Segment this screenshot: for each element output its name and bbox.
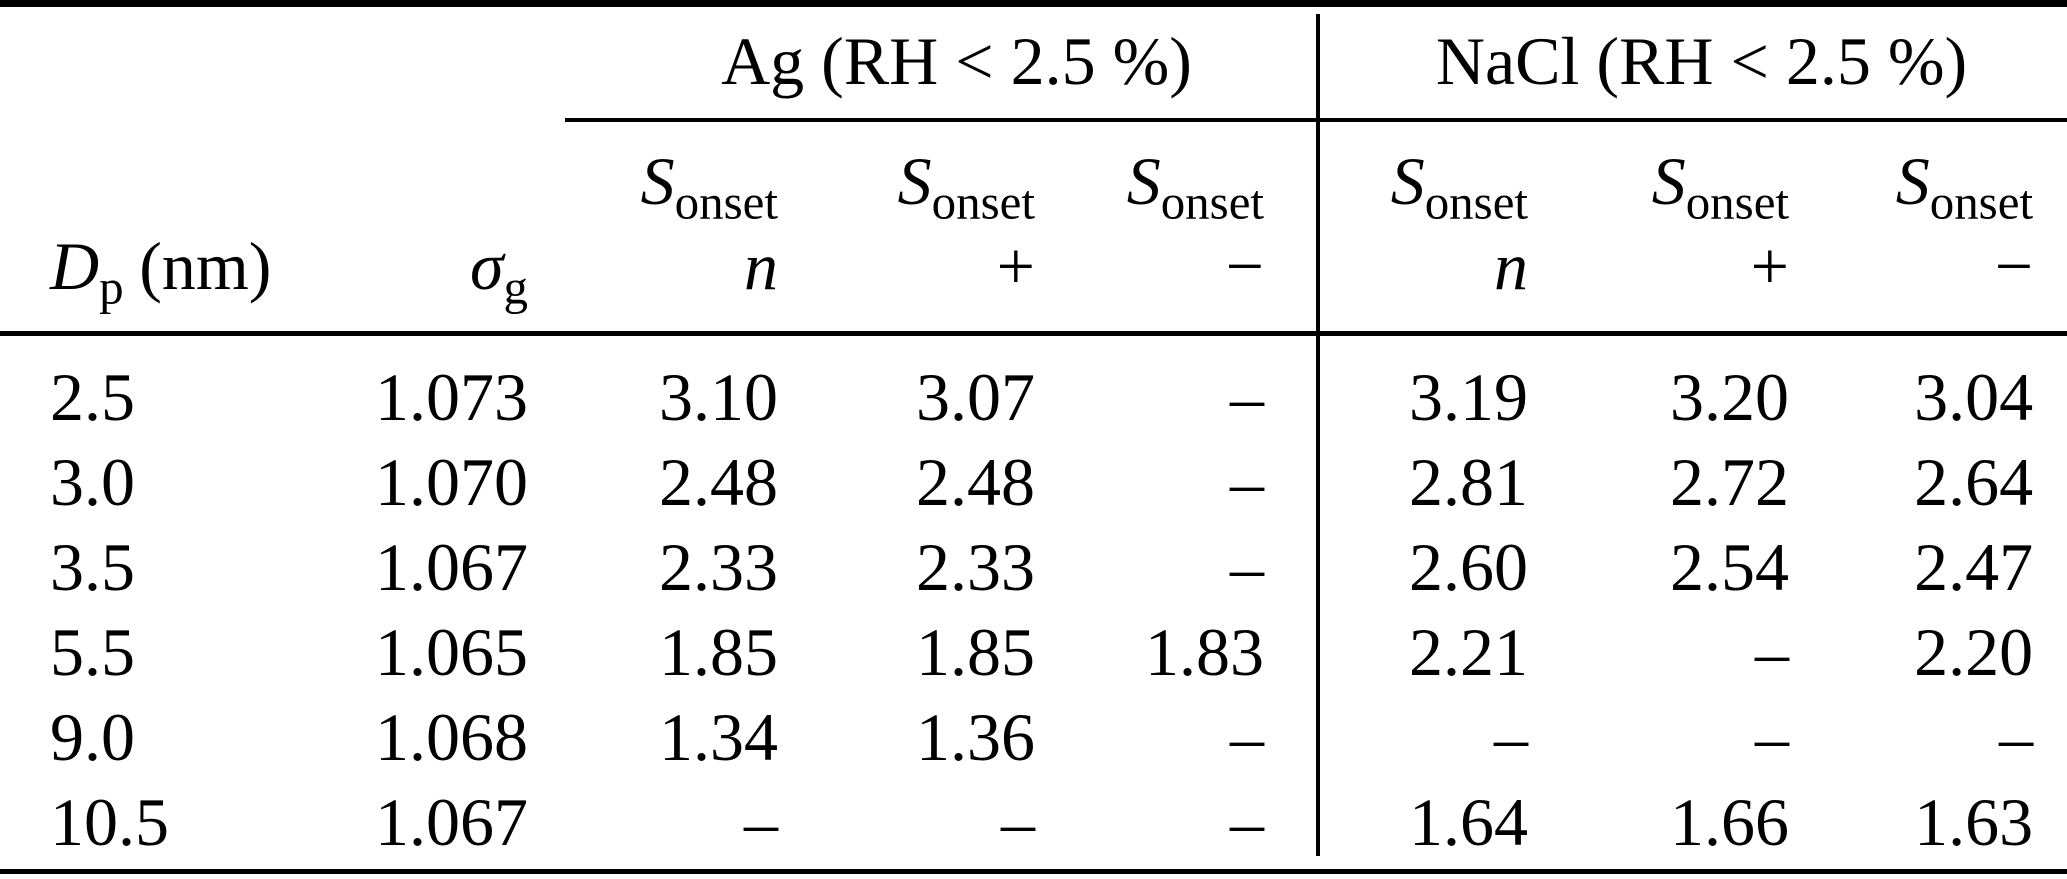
table-row: 3.5 1.067 2.33 2.33 – 2.60 2.54 2.47 [0,524,2067,609]
charge-symbol-n: n [1494,228,1529,305]
column-header-row: Dp (nm) σg Sonset n Sonset + Sonset − Sonset… [0,123,2067,336]
cell-sigma: 1.065 [375,613,528,690]
cell-nacl-minus: 1.63 [1914,783,2034,860]
s-onset-label: Sonset [1651,142,1790,230]
cell-nacl-n: 2.21 [1409,613,1529,690]
col-header-nacl-plus: Sonset + [1543,123,1804,336]
table-row: 5.5 1.065 1.85 1.85 1.83 2.21 – 2.20 [0,609,2067,694]
cell-nacl-plus: – [1755,698,1790,775]
cell-dp: 10.5 [50,783,169,860]
cell-ag-n: 1.85 [659,613,778,690]
table-row: 9.0 1.068 1.34 1.36 – – – – [0,694,2067,779]
table-row: 10.5 1.067 – – – 1.64 1.66 1.63 [0,779,2067,864]
cell-nacl-minus: 2.20 [1914,613,2034,690]
col-header-nacl-n: Sonset n [1320,123,1543,336]
dp-subscript: p [99,259,124,315]
cell-ag-minus: – [1230,358,1265,435]
charge-symbol-plus: + [996,228,1035,305]
top-rule [0,0,2067,7]
cell-nacl-n: 2.81 [1409,443,1529,520]
cell-nacl-minus: 2.64 [1914,443,2034,520]
charge-symbol-plus: + [1750,228,1790,305]
cell-sigma: 1.073 [375,358,528,435]
charge-symbol-minus: − [1225,228,1265,305]
cell-ag-plus: 2.48 [916,443,1035,520]
cell-nacl-plus: 2.72 [1670,443,1790,520]
table-row: 3.0 1.070 2.48 2.48 – 2.81 2.72 2.64 [0,439,2067,524]
table-row: 2.5 1.073 3.10 3.07 – 3.19 3.20 3.04 [0,336,2067,439]
cell-ag-minus: – [1230,783,1265,860]
group-header-ag: Ag (RH < 2.5 %) [721,23,1192,99]
s-onset-label: Sonset [1895,142,2034,230]
charge-symbol-minus: − [1994,228,2034,305]
cell-dp: 2.5 [50,358,135,435]
cell-ag-minus: – [1230,443,1265,520]
cell-sigma: 1.067 [375,783,528,860]
col-header-nacl-minus: Sonset − [1804,123,2067,336]
col-header-dp: Dp (nm) [0,123,280,336]
cell-nacl-plus: – [1755,613,1790,690]
sigma-subscript: g [503,259,528,315]
cell-nacl-plus: 2.54 [1670,528,1790,605]
cell-nacl-n: – [1494,698,1529,775]
charge-symbol-n: n [744,228,778,305]
cell-ag-plus: 2.33 [916,528,1035,605]
group-header-nacl: NaCl (RH < 2.5 %) [1435,23,1968,99]
cell-sigma: 1.067 [375,528,528,605]
s-onset-label: Sonset [1390,142,1529,230]
sigma-symbol: σ [469,228,504,305]
cell-sigma: 1.070 [375,443,528,520]
dp-unit: (nm) [139,228,272,305]
cell-ag-minus: – [1230,528,1265,605]
cell-nacl-n: 3.19 [1409,358,1529,435]
header-body-rule [0,331,2067,336]
cell-dp: 3.0 [50,443,135,520]
group-divider-line [1316,14,1320,856]
col-header-ag-minus: Sonset − [1050,123,1320,336]
cell-dp: 5.5 [50,613,135,690]
group-header-row: Ag (RH < 2.5 %) NaCl (RH < 2.5 %) [0,0,2067,123]
cell-nacl-n: 1.64 [1409,783,1529,860]
cell-nacl-plus: 3.20 [1670,358,1790,435]
cell-ag-n: – [744,783,778,860]
bottom-rule [0,869,2067,874]
col-header-sigma: σg [280,123,543,336]
cell-nacl-plus: 1.66 [1670,783,1790,860]
s-onset-label: Sonset [640,142,778,230]
cell-ag-n: 2.33 [659,528,778,605]
cell-dp: 3.5 [50,528,135,605]
cell-nacl-n: 2.60 [1409,528,1529,605]
cell-ag-plus: 1.36 [916,698,1035,775]
cell-sigma: 1.068 [375,698,528,775]
cell-ag-minus: – [1230,698,1265,775]
cell-ag-n: 2.48 [659,443,778,520]
cell-nacl-minus: – [1999,698,2034,775]
cell-ag-minus: 1.83 [1145,613,1265,690]
header-spacer [0,0,543,123]
s-onset-label: Sonset [1126,142,1265,230]
s-onset-label: Sonset [897,142,1035,230]
cell-nacl-minus: 2.47 [1914,528,2034,605]
col-header-ag-n: Sonset n [543,123,793,336]
dp-symbol: D [50,228,100,305]
cell-ag-n: 1.34 [659,698,778,775]
cell-ag-plus: 3.07 [916,358,1035,435]
col-header-ag-plus: Sonset + [793,123,1050,336]
cell-ag-plus: 1.85 [916,613,1035,690]
cell-ag-plus: – [1001,783,1035,860]
cell-ag-n: 3.10 [659,358,778,435]
cell-dp: 9.0 [50,698,135,775]
cell-nacl-minus: 3.04 [1914,358,2034,435]
